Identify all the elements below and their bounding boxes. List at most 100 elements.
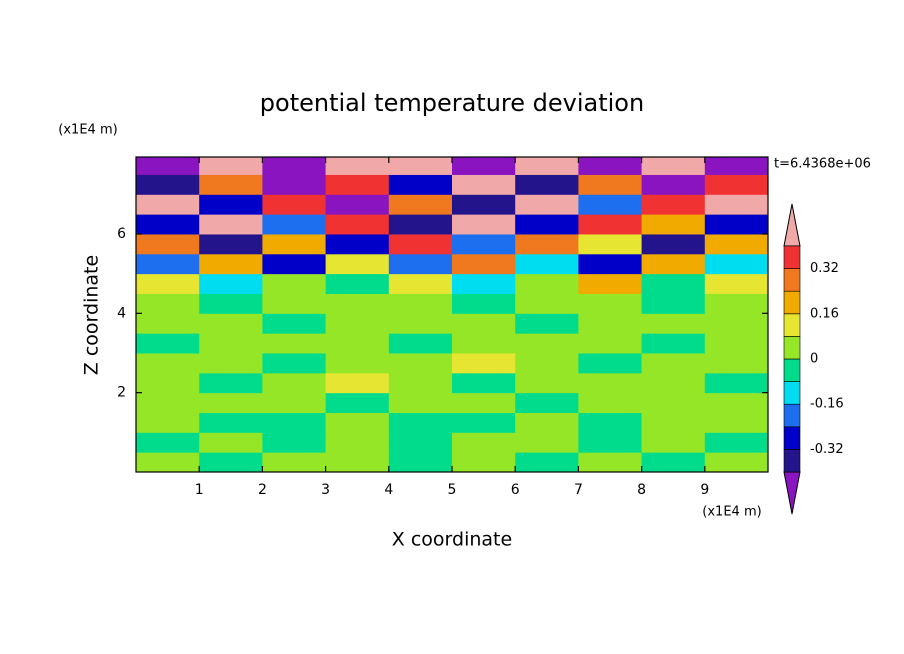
field-cell	[388, 372, 453, 394]
x-tick-label: 3	[321, 482, 330, 498]
colorbar-high	[783, 203, 801, 247]
field-cell	[641, 392, 706, 413]
field-cell	[262, 293, 327, 314]
field-cell	[136, 253, 200, 275]
field-cell	[136, 194, 200, 215]
field-cell	[515, 194, 579, 215]
field-cell	[578, 313, 643, 334]
field-cell	[388, 333, 453, 354]
field-cell	[515, 313, 579, 334]
field-cell	[262, 432, 327, 453]
x-tick-label: 9	[700, 482, 709, 498]
field-cell	[452, 233, 516, 255]
field-cell	[641, 313, 706, 334]
field-cell	[325, 412, 390, 433]
field-cell	[704, 273, 769, 294]
field-cell	[325, 194, 390, 215]
field-cell	[388, 273, 453, 294]
colorbar-bin	[783, 358, 801, 382]
field-cell	[704, 392, 769, 413]
field-cell	[641, 214, 706, 235]
field-cell	[452, 352, 516, 374]
colorbar-bin	[783, 290, 801, 315]
field-cell	[515, 253, 579, 275]
field-cell	[578, 273, 643, 294]
field-cell	[262, 174, 327, 195]
field-cell	[199, 452, 263, 473]
field-cell	[136, 233, 200, 255]
field-cell	[199, 157, 263, 175]
field-cell	[578, 432, 643, 453]
field-cell	[452, 273, 516, 294]
x-tick-label: 6	[511, 482, 520, 498]
field-cell	[262, 233, 327, 255]
field-cell	[388, 214, 453, 235]
field-cell	[262, 352, 327, 374]
field-cell	[262, 452, 327, 473]
field-cell	[325, 273, 390, 294]
field-cell	[704, 174, 769, 195]
field-cell	[704, 372, 769, 394]
axes: 1 2 3 4 5 6 7 8 9 2 4 6	[117, 156, 769, 498]
field-cell	[388, 233, 453, 255]
field-cell	[199, 352, 263, 374]
field-cell	[578, 174, 643, 195]
field-cell	[515, 214, 579, 235]
colorbar-bin	[783, 426, 801, 450]
field-cell	[704, 412, 769, 433]
field-cell	[452, 174, 516, 195]
field-cell	[136, 157, 200, 175]
field-cell	[136, 432, 200, 453]
field-cell	[388, 253, 453, 275]
field-cell	[325, 214, 390, 235]
field-cell	[704, 157, 769, 175]
field-cell	[578, 253, 643, 275]
field-cell	[136, 313, 200, 334]
field-cell	[578, 352, 643, 374]
field-cell	[199, 233, 263, 255]
field-cell	[262, 412, 327, 433]
x-tick-label: 8	[637, 482, 646, 498]
colorbar-label: -0.32	[810, 442, 844, 457]
field-cell	[325, 432, 390, 453]
field-cell	[136, 452, 200, 473]
colorbar-bin	[783, 245, 801, 269]
field-cell	[641, 432, 706, 453]
colorbar-bin	[783, 336, 801, 360]
field-cell	[136, 333, 200, 354]
field-cell	[704, 253, 769, 275]
colorbar: -0.32 -0.16 0 0.16 0.32	[783, 203, 844, 515]
field-cell	[388, 157, 453, 175]
field-cell	[641, 333, 706, 354]
field-cell	[578, 392, 643, 413]
field-cell	[515, 432, 579, 453]
field-cell	[515, 412, 579, 433]
field-cell	[325, 233, 390, 255]
field-cell	[704, 233, 769, 255]
x-tick-label: 1	[195, 482, 204, 498]
x-tick-label: 5	[448, 482, 457, 498]
field-cell	[452, 194, 516, 215]
field-cell	[452, 452, 516, 473]
field-cell	[452, 432, 516, 453]
field-cell	[578, 412, 643, 433]
field-cell	[515, 174, 579, 195]
field-cell	[262, 313, 327, 334]
field-cell	[704, 313, 769, 334]
y-label: Z coordinate	[81, 255, 103, 375]
field-cell	[452, 157, 516, 175]
field-cell	[136, 372, 200, 394]
colorbar-bin	[783, 381, 801, 405]
field-cell	[388, 352, 453, 374]
field	[136, 157, 769, 473]
field-cell	[641, 157, 706, 175]
field-cell	[704, 194, 769, 215]
field-cell	[578, 293, 643, 314]
field-cell	[262, 157, 327, 175]
y-tick-label: 4	[117, 305, 126, 321]
field-cell	[515, 233, 579, 255]
x-tick-label: 4	[384, 482, 393, 498]
field-cell	[199, 392, 263, 413]
field-cell	[325, 174, 390, 195]
